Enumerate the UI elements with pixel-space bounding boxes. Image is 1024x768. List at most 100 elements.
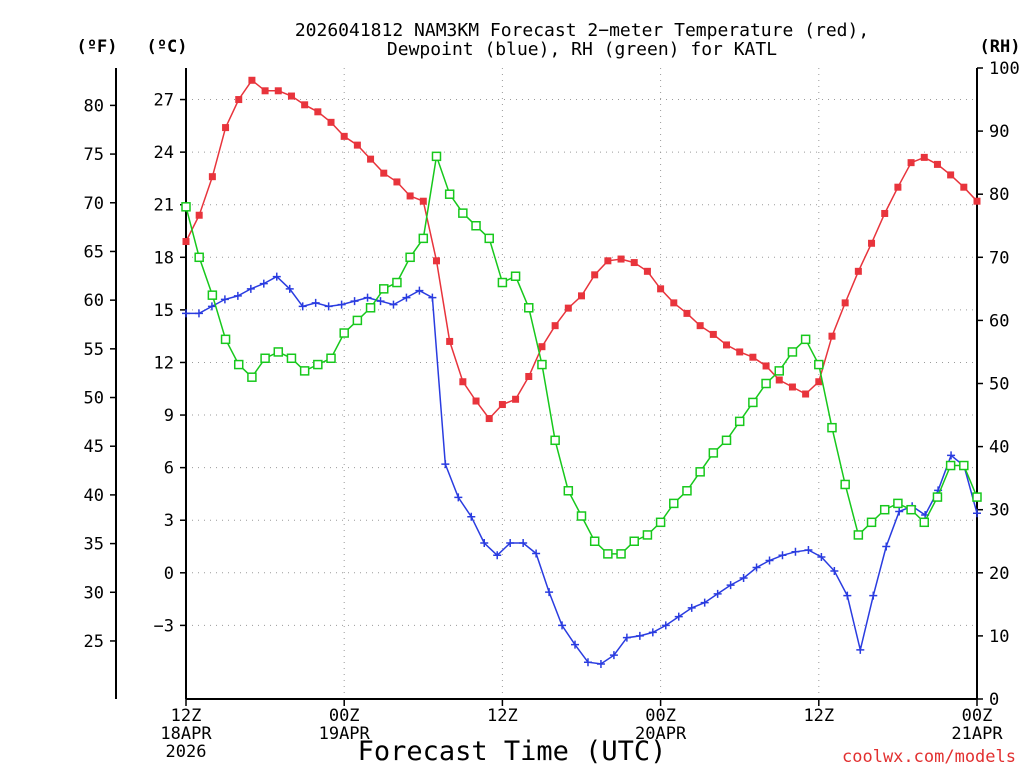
rh-point <box>879 504 890 515</box>
rh-point <box>734 416 745 427</box>
rh-point <box>299 366 310 376</box>
rh-tick-label: 10 <box>989 627 1009 647</box>
dewpoint-point <box>233 291 242 300</box>
dewpoint-point <box>804 546 813 555</box>
dewpoint-point <box>687 603 696 612</box>
temperature-point <box>222 124 230 132</box>
dewpoint-point <box>428 293 437 302</box>
dewpoint-point <box>194 309 203 318</box>
rh-point <box>458 208 468 218</box>
celsius-tick-label: 12 <box>154 353 174 373</box>
dewpoint-point <box>778 551 787 560</box>
rh-point <box>418 233 429 244</box>
dewpoint-point <box>830 567 839 576</box>
dewpoint-point <box>324 302 333 311</box>
grid <box>186 68 977 699</box>
rh-point <box>550 435 560 446</box>
dewpoint-point <box>869 591 878 600</box>
celsius-tick-label: 24 <box>154 143 174 163</box>
x-axis-title: Forecast Time (UTC) <box>358 736 667 767</box>
fahrenheit-tick-label: 35 <box>84 535 104 555</box>
series-line <box>185 156 978 555</box>
rh-point <box>220 334 231 345</box>
rh-point <box>959 460 969 471</box>
dewpoint-point <box>350 297 359 306</box>
rh-point <box>247 372 257 382</box>
time-tick-label: 12Z <box>487 706 518 726</box>
credit-label: coolwx.com/models <box>842 747 1016 767</box>
rh-tick-label: 60 <box>989 311 1009 331</box>
rh-point <box>365 303 376 313</box>
dewpoint-point <box>389 300 398 309</box>
temperature-point <box>907 159 915 167</box>
dewpoint-point <box>947 451 956 460</box>
temperature-point <box>327 118 335 126</box>
temperature-point <box>617 255 625 263</box>
dewpoint-point <box>467 512 476 521</box>
fahrenheit-tick-label: 45 <box>84 437 104 457</box>
fahrenheit-tick-label: 65 <box>84 242 104 262</box>
dewpoint-point <box>596 659 605 668</box>
rh-point <box>616 549 626 559</box>
rh-point <box>827 422 837 433</box>
rh-point <box>800 334 811 345</box>
dewpoint-point <box>493 551 502 560</box>
temperature-point <box>538 343 546 351</box>
time-tick-label: 2026 <box>166 742 207 762</box>
fahrenheit-unit-label: (ºF) <box>77 37 118 57</box>
rh-point <box>721 435 732 446</box>
dewpoint-point <box>246 284 255 293</box>
fahrenheit-tick-label: 50 <box>84 389 104 409</box>
celsius-tick-label: 9 <box>164 406 174 426</box>
rh-axis: 0 10 20 30 40 50 60 70 80 90 100 <box>977 59 1020 710</box>
dewpoint-point <box>363 293 372 302</box>
temperature-point <box>578 292 585 300</box>
rh-tick-label: 70 <box>989 248 1009 268</box>
dewpoint-point <box>571 640 580 649</box>
temperature-point <box>960 183 968 191</box>
dewpoint-point <box>765 556 774 565</box>
rh-point <box>326 353 336 364</box>
dewpoint-point <box>674 612 683 621</box>
dewpoint-point <box>648 628 657 637</box>
fahrenheit-tick-label: 25 <box>84 632 104 652</box>
celsius-tick-label: 27 <box>154 91 174 111</box>
dewpoint-point <box>506 539 515 548</box>
temperature-point <box>419 197 427 205</box>
temperature-point <box>195 211 203 219</box>
dewpoint-point <box>583 658 592 667</box>
fahrenheit-tick-label: 60 <box>84 291 104 311</box>
dewpoint-point <box>791 547 800 556</box>
dewpoint-point <box>532 549 541 558</box>
temperature-point <box>340 132 348 140</box>
dewpoint-point <box>402 293 411 302</box>
temperature-point <box>459 378 467 386</box>
series-layer <box>181 76 982 668</box>
rh-point <box>576 511 587 521</box>
temperature-point <box>933 160 941 168</box>
temperature-point <box>881 209 889 217</box>
dewpoint-point <box>207 302 216 311</box>
fahrenheit-tick-label: 80 <box>84 96 104 116</box>
temperature-point <box>973 197 981 205</box>
celsius-tick-label: 18 <box>154 248 174 268</box>
rh-point <box>537 359 547 370</box>
temperature-point <box>920 153 928 161</box>
time-tick-label: 00Z <box>962 706 993 726</box>
temperature-point <box>947 171 955 179</box>
fahrenheit-tick-label: 55 <box>84 340 104 360</box>
rh-point <box>853 530 864 540</box>
rh-point <box>260 353 270 364</box>
rh-point <box>379 284 389 294</box>
rh-point <box>787 347 798 357</box>
dewpoint-point <box>700 598 709 607</box>
temperature-point <box>815 378 823 386</box>
rh-point <box>893 498 903 509</box>
temperature-point <box>802 390 810 398</box>
celsius-axis: −3 0 3 6 9 12 15 18 21 24 27 <box>154 91 186 636</box>
rh-point <box>339 328 349 338</box>
temperature-point <box>749 353 757 361</box>
rh-point <box>774 366 784 376</box>
dewpoint-point <box>480 539 489 548</box>
temperature-point <box>261 87 269 95</box>
